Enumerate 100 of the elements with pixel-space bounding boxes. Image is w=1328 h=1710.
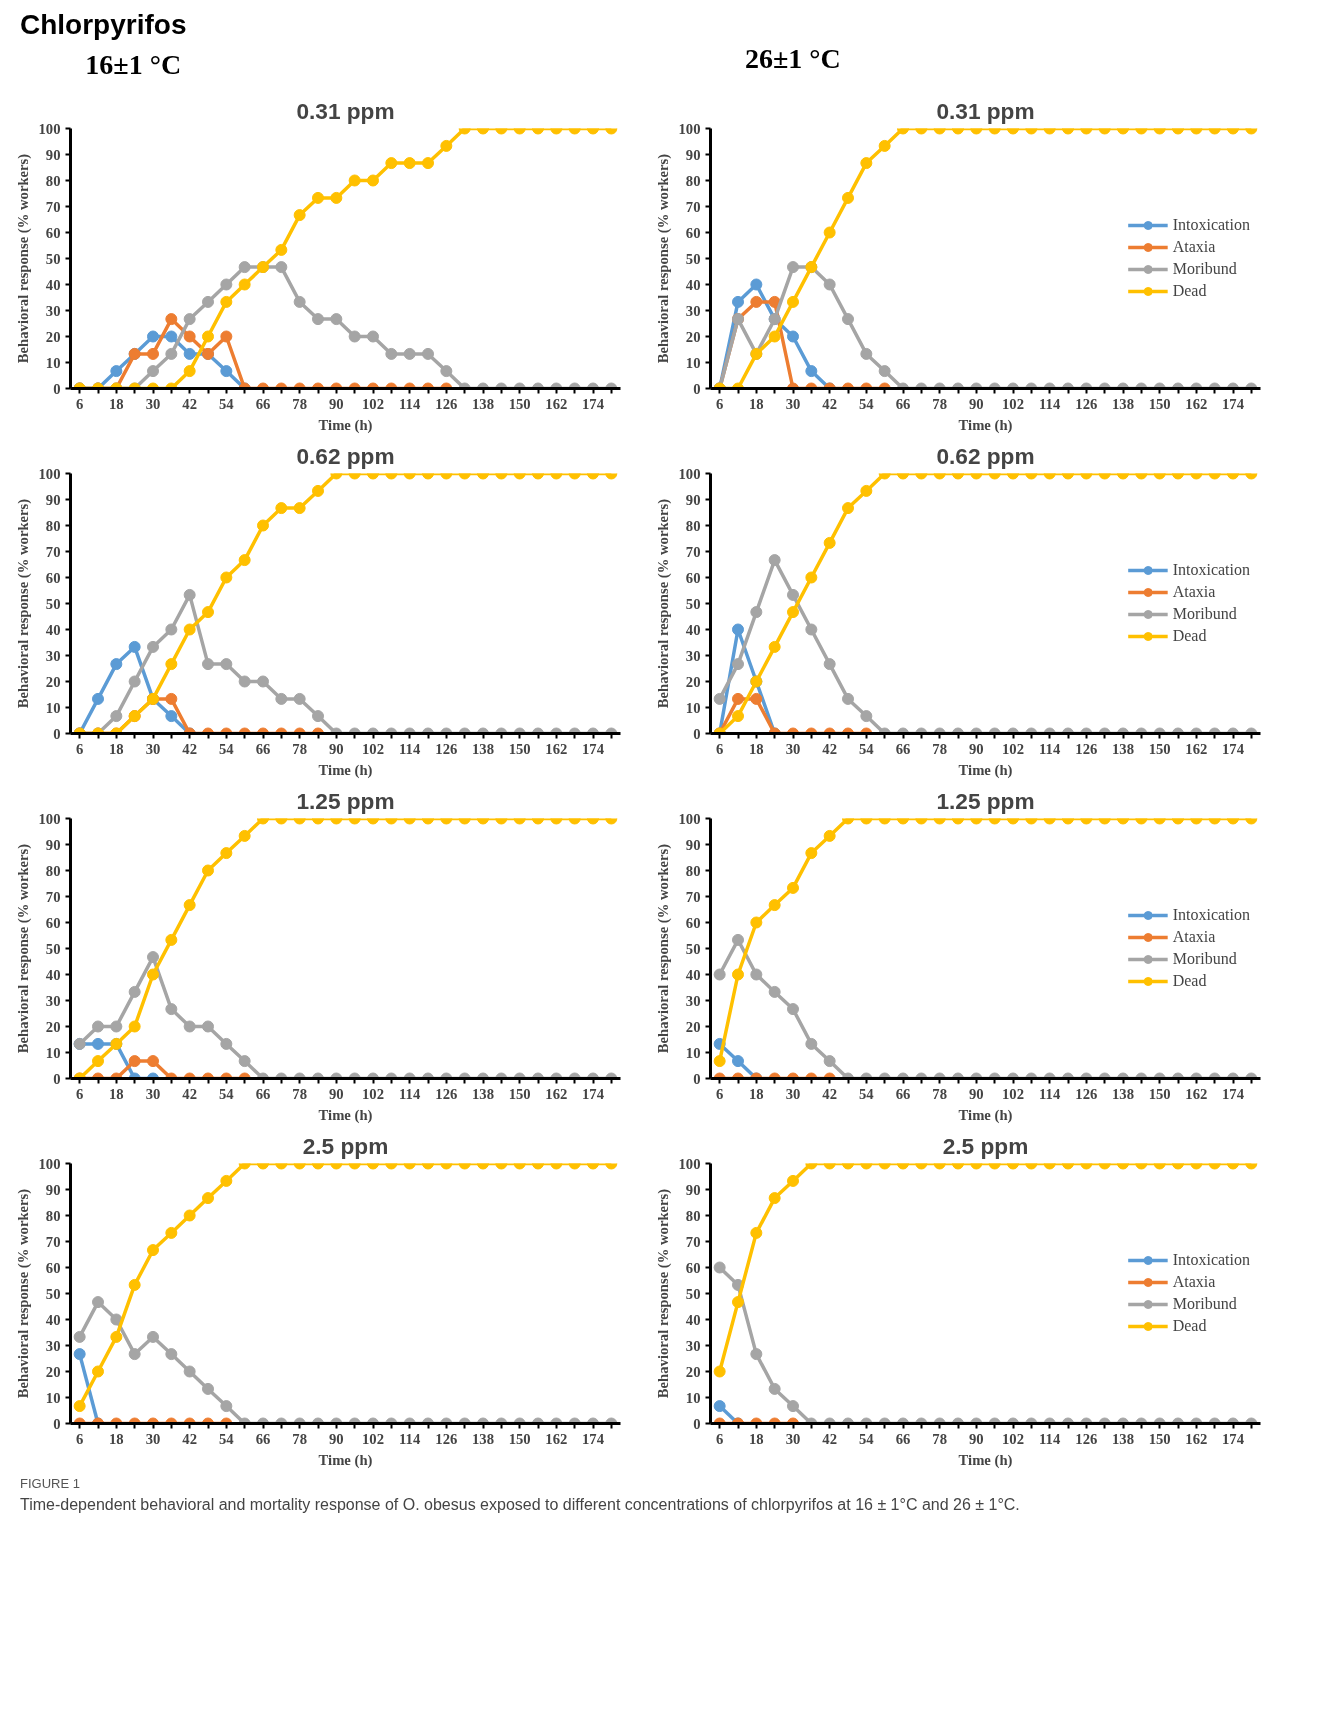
y-tick-label: 50 — [45, 940, 61, 957]
x-axis-title: Time (h) — [958, 416, 1013, 434]
x-tick-label: 66 — [255, 1430, 271, 1447]
x-tick-label: 18 — [749, 1085, 764, 1102]
y-tick-label: 100 — [678, 1155, 701, 1172]
x-tick-label: 6 — [76, 395, 84, 412]
y-tick-label: 100 — [38, 1155, 61, 1172]
x-tick-label: 150 — [508, 395, 531, 412]
x-tick-label: 42 — [182, 1085, 197, 1102]
x-tick-label: 174 — [1222, 1085, 1245, 1102]
x-tick-label: 30 — [145, 1430, 161, 1447]
y-tick-label: 70 — [685, 888, 701, 905]
x-tick-label: 126 — [1075, 1430, 1098, 1447]
text: Chlorpyrifos — [20, 8, 187, 42]
x-tick-label: 78 — [292, 395, 307, 412]
x-tick-label: 114 — [399, 395, 421, 412]
y-tick-label: 70 — [685, 543, 701, 560]
caption: FIGURE 1 — [20, 1475, 81, 1493]
legend-label: Moribund — [1172, 260, 1237, 278]
y-tick-label: 50 — [685, 940, 701, 957]
y-tick-label: 100 — [678, 465, 701, 482]
x-tick-label: 162 — [545, 1430, 568, 1447]
x-tick-label: 66 — [255, 395, 271, 412]
y-tick-label: 10 — [45, 699, 61, 716]
x-tick-label: 138 — [1112, 1085, 1134, 1102]
y-tick-label: 90 — [685, 1181, 701, 1198]
y-tick-label: 80 — [45, 172, 61, 189]
y-tick-label: 20 — [685, 1018, 701, 1035]
y-axis-title: Behavioral response (% workers) — [654, 498, 672, 709]
legend-label: Ataxia — [1172, 238, 1216, 256]
x-tick-label: 78 — [932, 740, 947, 757]
y-tick-label: 80 — [45, 862, 61, 879]
x-tick-label: 6 — [76, 1085, 84, 1102]
y-tick-label: 0 — [53, 1070, 61, 1087]
x-tick-label: 90 — [969, 740, 984, 757]
y-axis-title: Behavioral response (% workers) — [654, 1188, 672, 1399]
y-tick-label: 90 — [45, 146, 61, 163]
x-tick-label: 6 — [76, 740, 84, 757]
x-tick-label: 150 — [1148, 395, 1171, 412]
x-tick-label: 6 — [716, 740, 724, 757]
x-tick-label: 54 — [859, 1430, 875, 1447]
y-tick-label: 70 — [685, 198, 701, 215]
y-tick-label: 100 — [678, 810, 701, 827]
x-tick-label: 30 — [785, 1085, 801, 1102]
y-tick-label: 80 — [685, 1207, 701, 1224]
y-tick-label: 0 — [693, 1070, 701, 1087]
x-axis-title: Time (h) — [958, 1451, 1013, 1469]
x-tick-label: 162 — [545, 740, 568, 757]
x-tick-label: 30 — [785, 740, 801, 757]
x-tick-label: 18 — [109, 395, 124, 412]
x-tick-label: 102 — [362, 740, 384, 757]
legend-label: Moribund — [1172, 950, 1237, 968]
legend-label: Ataxia — [1172, 1273, 1216, 1291]
x-tick-label: 114 — [399, 1085, 421, 1102]
x-tick-label: 150 — [508, 1430, 531, 1447]
y-axis-title: Behavioral response (% workers) — [654, 153, 672, 364]
x-tick-label: 102 — [362, 1085, 384, 1102]
y-axis-title: Behavioral response (% workers) — [14, 498, 32, 709]
x-tick-label: 102 — [362, 395, 384, 412]
x-tick-label: 126 — [435, 1430, 458, 1447]
y-tick-label: 30 — [45, 302, 61, 319]
x-tick-label: 150 — [1148, 740, 1171, 757]
y-tick-label: 20 — [685, 328, 701, 345]
y-tick-label: 60 — [45, 569, 61, 586]
x-tick-label: 162 — [545, 1085, 568, 1102]
text: 26±1 °C — [744, 42, 841, 76]
x-tick-label: 42 — [182, 395, 197, 412]
x-tick-label: 162 — [1185, 1085, 1208, 1102]
y-tick-label: 10 — [45, 1044, 61, 1061]
x-tick-label: 30 — [785, 395, 801, 412]
x-tick-label: 30 — [145, 1085, 161, 1102]
x-tick-label: 90 — [329, 740, 344, 757]
y-tick-label: 50 — [685, 250, 701, 267]
y-tick-label: 30 — [45, 647, 61, 664]
y-axis-title: Behavioral response (% workers) — [14, 153, 32, 364]
x-tick-label: 18 — [749, 395, 764, 412]
y-tick-label: 60 — [685, 914, 701, 931]
x-tick-label: 138 — [1112, 395, 1134, 412]
x-tick-label: 18 — [109, 1085, 124, 1102]
y-tick-label: 50 — [45, 250, 61, 267]
x-tick-label: 66 — [255, 1085, 271, 1102]
y-tick-label: 60 — [685, 224, 701, 241]
text: Time-dependent behavioral and mortality response of O. obesus exposed to different concentrations of chlorpyrifos at 16 ± 1°C and 26 ± 1°C. — [20, 1494, 1020, 1515]
y-tick-label: 80 — [685, 517, 701, 534]
x-tick-label: 42 — [182, 740, 197, 757]
y-axis-title: Behavioral response (% workers) — [14, 843, 32, 1054]
x-tick-label: 138 — [1112, 740, 1134, 757]
y-tick-label: 20 — [45, 1018, 61, 1035]
x-tick-label: 90 — [969, 1085, 984, 1102]
y-tick-label: 20 — [685, 673, 701, 690]
x-tick-label: 90 — [969, 1430, 984, 1447]
x-axis-title: Time (h) — [318, 1106, 373, 1124]
y-tick-label: 90 — [685, 491, 701, 508]
x-tick-label: 138 — [472, 1430, 494, 1447]
x-tick-label: 102 — [1002, 1085, 1024, 1102]
y-tick-label: 20 — [45, 1363, 61, 1380]
x-tick-label: 6 — [716, 1085, 724, 1102]
x-tick-label: 78 — [932, 1430, 947, 1447]
x-tick-label: 54 — [219, 1085, 235, 1102]
x-tick-label: 162 — [1185, 395, 1208, 412]
